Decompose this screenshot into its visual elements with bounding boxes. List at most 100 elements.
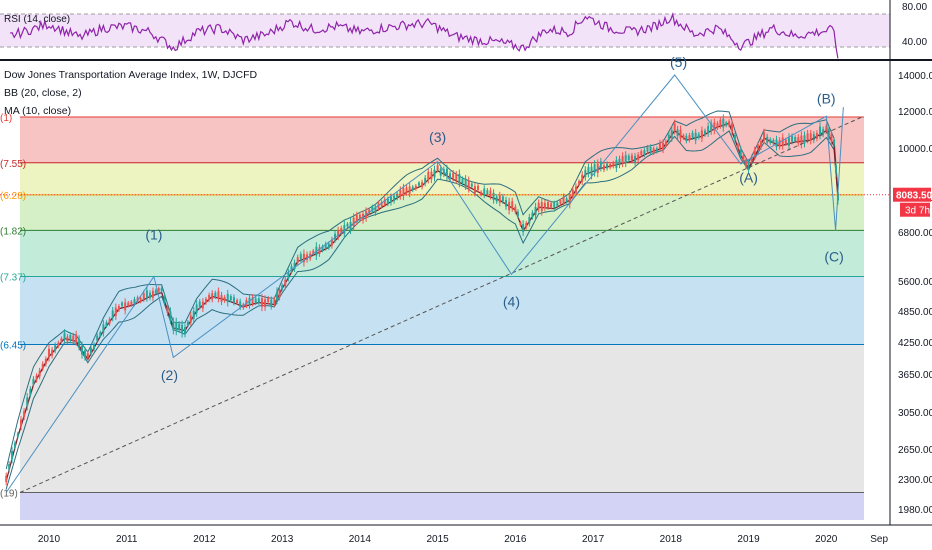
wave-label[interactable]: (2): [161, 367, 178, 383]
candle-body: [163, 296, 166, 302]
candle-body: [830, 133, 833, 142]
candle-body: [809, 133, 812, 141]
candle-body: [800, 135, 803, 145]
year-tick-label: 2016: [504, 534, 527, 545]
fibonacci-retracement: (1) (7.55) (6.28) (1.82) (7.37) (6.45) (19): [0, 113, 864, 520]
wave-label[interactable]: (3): [429, 129, 446, 145]
year-tick-label: 2011: [116, 534, 138, 545]
candle-body: [293, 262, 296, 269]
candle-body: [160, 288, 163, 292]
candle-body: [719, 119, 722, 126]
candle-body: [508, 201, 511, 211]
candle-body: [747, 162, 750, 171]
candle-body: [697, 133, 700, 138]
wave-label[interactable]: (4): [503, 294, 520, 310]
candle-body: [640, 151, 643, 155]
candle-body: [201, 301, 204, 309]
elliott-wave-lines[interactable]: [5, 74, 844, 493]
candle-body: [769, 139, 772, 143]
time-axis[interactable]: 2010 2011 2012 2013 2014 2015 2016 2017 2018 2019…: [38, 534, 889, 545]
candle-body: [602, 165, 605, 170]
candle-body: [763, 132, 766, 140]
year-tick-label: 2018: [660, 534, 683, 545]
candle-body: [26, 397, 29, 407]
candle-body: [133, 299, 136, 304]
candle-body: [452, 172, 455, 179]
fib-zone-bottom: [20, 492, 864, 520]
candle-body: [739, 149, 742, 157]
candle-body: [5, 475, 8, 483]
wave-label[interactable]: (B): [817, 90, 836, 106]
candle-body: [514, 206, 517, 212]
candle-body: [105, 322, 108, 326]
candle-body: [334, 233, 337, 240]
candle-body: [192, 310, 195, 319]
price-tick-label: 2300.00: [898, 475, 932, 486]
candle-body: [44, 358, 47, 365]
candle-body: [528, 217, 531, 224]
candle-body: [72, 335, 75, 342]
fib-level-label: (7.55): [0, 159, 26, 170]
candle-body: [60, 338, 63, 342]
candle-body: [495, 196, 498, 202]
candle-body: [302, 253, 305, 263]
candle-body: [673, 123, 676, 131]
candle-body: [439, 168, 442, 176]
year-tick-label: 2010: [38, 534, 61, 545]
candle-body: [753, 149, 756, 157]
candle-body: [264, 299, 267, 308]
candle-body: [649, 146, 652, 153]
candle-body: [505, 200, 508, 207]
candle-body: [337, 230, 340, 237]
candle-body: [8, 464, 11, 470]
price-tick-label: 3050.00: [898, 408, 932, 419]
wave-label[interactable]: (A): [739, 169, 758, 185]
candle-body: [797, 137, 800, 144]
candle-body: [568, 195, 571, 205]
candle-body: [546, 202, 549, 208]
price-tick-label: 5600.00: [898, 277, 932, 288]
candle-body: [236, 299, 239, 304]
candle-body: [676, 129, 679, 137]
candle-body: [93, 344, 96, 350]
indicator-ma-label: MA (10, close): [4, 105, 71, 117]
candle-body: [121, 302, 124, 306]
candle-body: [537, 202, 540, 210]
candle-body: [66, 336, 69, 342]
candle-body: [766, 136, 769, 143]
candle-body: [587, 167, 590, 175]
candle-body: [86, 353, 89, 358]
elliott-wave-labels: (1) (2) (3) (4) (5) (A) (B) (C): [145, 54, 843, 383]
candle-body: [556, 202, 559, 207]
candle-body: [787, 137, 790, 146]
price-axis[interactable]: 14000.0012000.0010000.008000.006800.0056…: [898, 71, 932, 516]
candle-body: [427, 171, 430, 180]
candle-body: [290, 266, 293, 272]
fib-zone: [20, 230, 864, 277]
wave-label[interactable]: (C): [824, 248, 843, 264]
fib-zone: [20, 194, 864, 231]
candle-body: [175, 322, 178, 331]
candle-body: [436, 165, 439, 171]
candle-body: [492, 192, 495, 201]
candle-body: [498, 195, 501, 203]
year-tick-label: 2013: [271, 534, 294, 545]
candle-body: [127, 302, 130, 306]
wave-label[interactable]: (5): [670, 54, 687, 70]
rsi-line: [10, 12, 839, 59]
candle-body: [691, 132, 694, 138]
price-tick-label: 6800.00: [898, 228, 932, 239]
candle-body: [346, 223, 349, 227]
candle-body: [624, 155, 627, 164]
candle-body: [716, 123, 719, 128]
candle-body: [321, 246, 324, 251]
candle-body: [32, 378, 35, 385]
candle-body: [559, 200, 562, 204]
candle-body: [54, 345, 57, 351]
candle-body: [16, 433, 19, 437]
chart-title: Dow Jones Transportation Average Index, …: [4, 69, 258, 81]
rsi-tick-upper: 80.00: [902, 2, 927, 13]
candle-body: [299, 254, 302, 260]
wave-label[interactable]: (1): [145, 227, 162, 243]
